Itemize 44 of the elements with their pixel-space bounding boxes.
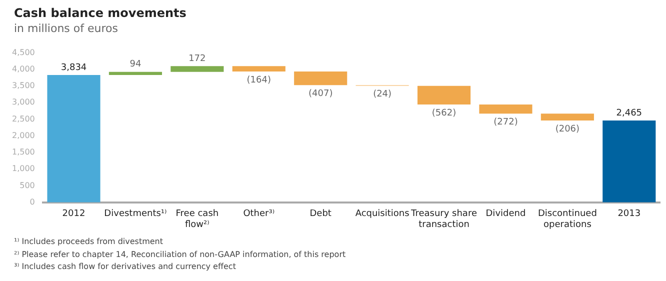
x-tick-label: Treasury share transaction [410,209,478,230]
bar [602,120,656,202]
y-tick-label: 3,500 [12,81,35,90]
data-label: (164) [246,75,271,86]
y-tick-label: 1,000 [12,164,35,174]
x-tick-label: 2013 [618,209,641,220]
data-label: 3,834 [60,62,87,73]
x-tick-label: Divestments¹⁾ [104,209,167,220]
data-label: 94 [130,60,142,70]
data-label: (272) [494,117,518,128]
bar [479,104,532,114]
text: ²⁾ Please refer to chapter 14, Reconciliation of non-GAAP information, of this report [14,248,346,261]
x-tick-label: Discontinued operations [538,209,597,230]
x-tick-label: Acquisitions [355,209,410,220]
bar [294,72,348,86]
data-label: (206) [555,124,580,134]
x-tick-label: 2012 [62,209,86,220]
data-label: (407) [308,88,333,99]
y-tick-label: 4,500 [12,48,35,57]
bar [47,74,100,202]
bar [417,86,471,105]
text: ¹⁾ Includes proceeds from divestment [14,236,164,248]
text: ³⁾ Includes cash flow for derivatives and currency effect [14,261,237,273]
chart-subtitle: in millions of euros [14,22,118,35]
data-label: 172 [188,54,206,64]
x-tick-label: Free cash flow²⁾ [176,209,219,230]
y-tick-label: 0 [30,197,35,206]
y-tick-label: 1,500 [12,148,35,157]
data-label: (24) [373,90,392,100]
y-tick-label: 4,000 [12,64,35,74]
bar [540,114,594,120]
y-tick-label: 500 [20,180,35,190]
x-tick-label: Debt [310,209,332,220]
bar [108,72,162,75]
x-tick-label: Dividend [486,209,526,220]
bar [170,66,224,72]
bar [232,66,286,72]
data-label: (562) [432,108,456,118]
x-tick-label: Other³⁾ [243,209,275,220]
chart-title: Cash balance movements [14,6,186,20]
y-tick-label: 3,000 [12,98,35,107]
y-tick-label: 2,000 [12,130,35,140]
data-label: 2,465 [616,108,642,118]
y-tick-label: 2,500 [12,114,35,124]
